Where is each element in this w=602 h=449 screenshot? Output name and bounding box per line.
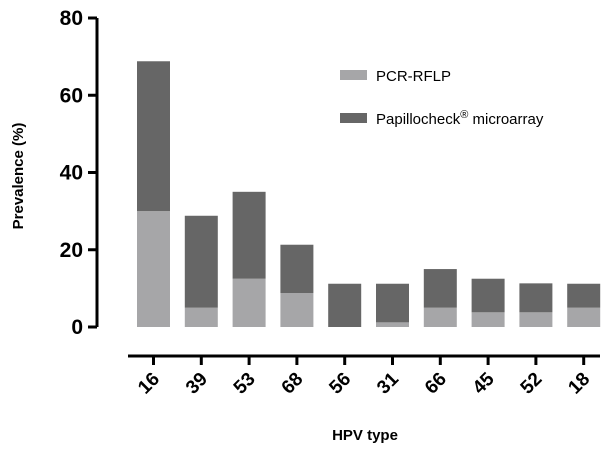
x-tick-label: 53 <box>230 369 260 399</box>
x-tick-label: 16 <box>134 369 164 399</box>
bar-segment-pcr-rflp <box>423 307 457 327</box>
plot-area <box>137 61 601 327</box>
y-tick-label: 60 <box>60 84 83 107</box>
bar-segment-pcr-rflp <box>137 211 170 327</box>
bar-segment-papillocheck <box>471 278 505 313</box>
x-tick-label: 31 <box>373 368 403 398</box>
y-tick-label: 80 <box>60 7 83 30</box>
bar-segment-papillocheck <box>137 61 170 212</box>
x-tick-label: 39 <box>182 369 212 399</box>
y-axis-title: Prevalence (%) <box>10 123 27 230</box>
bar-segment-papillocheck <box>232 191 266 279</box>
x-tick-label: 18 <box>564 369 594 399</box>
bar-segment-pcr-rflp <box>376 322 409 327</box>
bar-segment-papillocheck <box>376 283 409 323</box>
x-axis: 16 39 53 68 56 31 66 45 52 18 <box>128 354 600 399</box>
x-tick-label: 45 <box>469 368 499 398</box>
bar-segment-papillocheck <box>519 283 553 313</box>
bar-segment-pcr-rflp <box>280 293 314 327</box>
x-tick-label: 52 <box>517 369 547 399</box>
y-tick-label: 20 <box>60 239 83 262</box>
bar-segment-papillocheck <box>567 283 601 308</box>
bar-segment-pcr-rflp <box>184 307 218 327</box>
x-tick-label: 56 <box>325 369 355 399</box>
bar-segment-pcr-rflp <box>232 278 266 327</box>
legend-swatch <box>340 113 367 123</box>
y-axis: 0 20 40 60 80 <box>60 7 99 339</box>
y-tick-label: 40 <box>60 162 83 185</box>
bar-segment-papillocheck <box>423 269 457 308</box>
bar-segment-papillocheck <box>184 215 218 308</box>
y-tick-label: 0 <box>71 316 83 339</box>
x-tick-label: 68 <box>278 369 308 399</box>
legend-swatch <box>340 70 367 80</box>
x-tick-label: 66 <box>421 369 451 399</box>
legend-label: PCR-RFLP <box>376 68 451 85</box>
bar-segment-pcr-rflp <box>519 312 553 327</box>
x-axis-title: HPV type <box>332 427 398 444</box>
bar-segment-papillocheck <box>280 244 314 294</box>
bar-segment-papillocheck <box>328 283 362 327</box>
bar-segment-pcr-rflp <box>471 312 505 327</box>
legend-label: Papillocheck® microarray <box>376 109 544 128</box>
legend: PCR-RFLP Papillocheck® microarray <box>340 68 544 128</box>
bar-segment-pcr-rflp <box>567 307 601 327</box>
